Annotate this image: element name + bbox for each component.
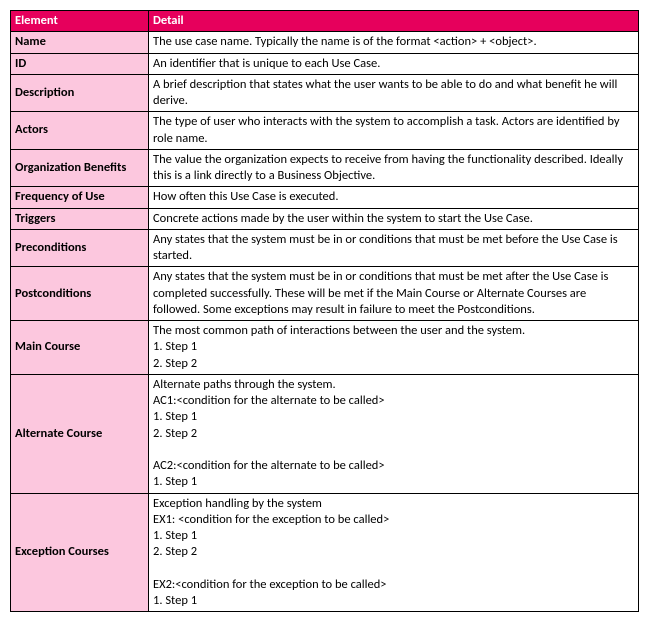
table-row: Main CourseThe most common path of inter… [11, 321, 639, 375]
row-element-label: ID [11, 53, 149, 74]
table-row: DescriptionA brief description that stat… [11, 74, 639, 112]
row-detail: A brief description that states what the… [149, 74, 639, 112]
row-element-label: Description [11, 74, 149, 112]
row-detail: The type of user who interacts with the … [149, 112, 639, 150]
row-detail: The most common path of interactions bet… [149, 321, 639, 375]
row-element-label: Name [11, 32, 149, 53]
row-detail: Any states that the system must be in or… [149, 229, 639, 267]
table-row: NameThe use case name. Typically the nam… [11, 32, 639, 53]
row-detail: Alternate paths through the system. AC1:… [149, 374, 639, 493]
row-detail: Exception handling by the system EX1: <c… [149, 493, 639, 612]
row-element-label: Preconditions [11, 229, 149, 267]
row-element-label: Postconditions [11, 267, 149, 321]
table-row: Alternate CourseAlternate paths through … [11, 374, 639, 493]
table-body: NameThe use case name. Typically the nam… [11, 32, 639, 612]
table-row: PostconditionsAny states that the system… [11, 267, 639, 321]
header-row: Element Detail [11, 11, 639, 32]
row-element-label: Actors [11, 112, 149, 150]
row-detail: The use case name. Typically the name is… [149, 32, 639, 53]
table-row: TriggersConcrete actions made by the use… [11, 208, 639, 229]
row-detail: Concrete actions made by the user within… [149, 208, 639, 229]
use-case-template-table: Element Detail NameThe use case name. Ty… [10, 10, 639, 612]
row-detail: Any states that the system must be in or… [149, 267, 639, 321]
row-element-label: Alternate Course [11, 374, 149, 493]
row-element-label: Main Course [11, 321, 149, 375]
row-detail: The value the organization expects to re… [149, 149, 639, 187]
table-row: ActorsThe type of user who interacts wit… [11, 112, 639, 150]
row-element-label: Exception Courses [11, 493, 149, 612]
row-element-label: Organization Benefits [11, 149, 149, 187]
table-row: Organization BenefitsThe value the organ… [11, 149, 639, 187]
row-detail: How often this Use Case is executed. [149, 187, 639, 208]
table-row: Frequency of UseHow often this Use Case … [11, 187, 639, 208]
row-element-label: Triggers [11, 208, 149, 229]
table-row: PreconditionsAny states that the system … [11, 229, 639, 267]
table-row: IDAn identifier that is unique to each U… [11, 53, 639, 74]
row-detail: An identifier that is unique to each Use… [149, 53, 639, 74]
table-row: Exception CoursesException handling by t… [11, 493, 639, 612]
header-element: Element [11, 11, 149, 32]
header-detail: Detail [149, 11, 639, 32]
row-element-label: Frequency of Use [11, 187, 149, 208]
